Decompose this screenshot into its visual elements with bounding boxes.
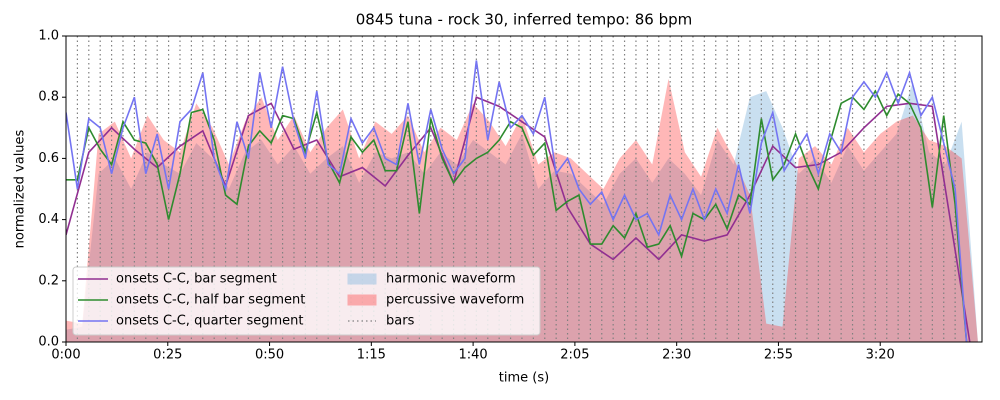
y-tick-label: 1.0 <box>38 29 59 44</box>
legend-label: bars <box>386 314 415 329</box>
legend: onsets C-C, bar segment onsets C-C, half … <box>72 266 541 336</box>
legend-label: onsets C-C, bar segment <box>116 272 277 287</box>
legend-swatch <box>347 273 377 285</box>
series-line <box>66 89 968 342</box>
y-tick-label: 0.8 <box>38 90 59 105</box>
y-tick-label: 0.6 <box>38 151 59 166</box>
legend-label: percussive waveform <box>386 293 524 308</box>
x-tick-label: 0:50 <box>255 348 284 363</box>
x-tick-label: 2:05 <box>560 348 589 363</box>
y-tick-label: 0.4 <box>38 212 59 227</box>
axes-frame <box>65 35 983 343</box>
x-tick-label: 0:25 <box>153 348 182 363</box>
x-axis-label: time (s) <box>499 371 549 386</box>
x-tick-label: 3:20 <box>866 348 895 363</box>
y-axis-label: normalized values <box>13 129 28 248</box>
legend-box <box>72 266 541 336</box>
y-tick-label: 0.0 <box>38 335 59 350</box>
axes: 0:00 0:25 0:50 1:15 1:40 2:05 2:30 2:55 3:20 0.0 0… <box>38 29 895 363</box>
x-tick-label: 1:15 <box>357 348 386 363</box>
x-tick-label: 0:00 <box>51 348 80 363</box>
legend-label: harmonic waveform <box>386 272 516 287</box>
y-tick-label: 0.2 <box>38 273 59 288</box>
legend-label: onsets C-C, half bar segment <box>116 293 305 308</box>
legend-label: onsets C-C, quarter segment <box>116 314 303 329</box>
x-tick-label: 2:55 <box>764 348 793 363</box>
series-line <box>66 60 968 342</box>
x-tick-label: 1:40 <box>459 348 488 363</box>
x-tick-label: 2:30 <box>662 348 691 363</box>
legend-swatch <box>347 294 377 306</box>
chart-title: 0845 tuna - rock 30, inferred tempo: 86 … <box>356 11 693 29</box>
